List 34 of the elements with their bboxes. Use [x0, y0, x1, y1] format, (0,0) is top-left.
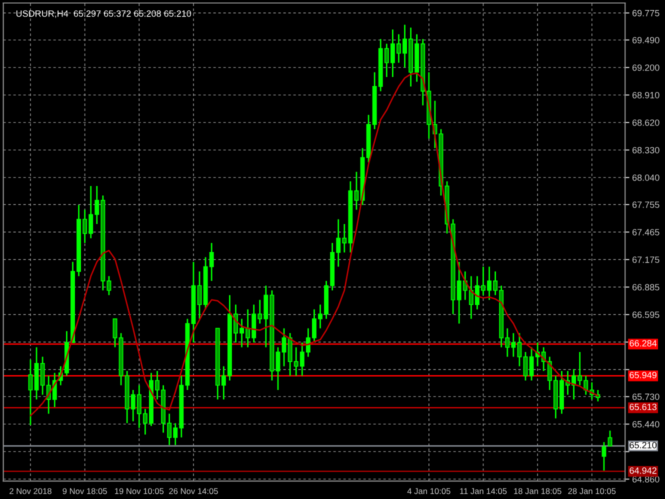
ref-line-label: 64.942 — [630, 467, 656, 474]
x-tick-label: 26 Nov 14:05 — [169, 488, 218, 494]
candlestick — [28, 358, 33, 426]
x-tick-label: 9 Nov 18:05 — [62, 488, 107, 494]
x-tick-label: 4 Jan 10:05 — [407, 488, 450, 494]
ref-line-label: 65.613 — [630, 404, 656, 410]
y-tick-label: 66.885 — [632, 284, 660, 290]
y-tick-label: 68.040 — [632, 174, 660, 181]
y-tick-label: 69.200 — [632, 64, 660, 71]
y-tick-label: 68.910 — [632, 92, 660, 98]
x-tick-label: 18 Jan 18:05 — [514, 488, 562, 494]
candlestick — [608, 430, 612, 447]
y-tick-label: 66.595 — [632, 312, 660, 318]
y-tick-label: 67.175 — [632, 256, 660, 263]
text: USDRUR,H4 65.297 65.372 65.208 65.210 — [16, 10, 192, 18]
y-tick-label: 65.730 — [632, 394, 660, 400]
y-tick-label: 67.465 — [632, 229, 660, 236]
y-tick-label: 68.620 — [632, 119, 660, 126]
x-tick-label: 2 Nov 2018 — [10, 488, 52, 494]
y-tick-label: 64.860 — [632, 476, 660, 482]
x-tick-label: 11 Jan 14:05 — [460, 488, 507, 494]
x-tick-label: 19 Nov 10:05 — [115, 488, 164, 494]
candlestick — [197, 270, 202, 320]
x-tick-label: 28 Jan 10:05 — [568, 488, 616, 494]
candlestick — [276, 346, 280, 391]
y-tick-label: 67.755 — [632, 202, 660, 208]
y-tick-label: 68.330 — [632, 146, 660, 154]
ref-line-label: 65.210 — [630, 442, 657, 448]
y-tick-label: 69.775 — [632, 10, 660, 16]
y-tick-label: 69.490 — [632, 36, 660, 44]
y-tick-label: 65.440 — [632, 421, 660, 428]
ref-line-label: 66.284 — [630, 340, 657, 346]
candlestick — [602, 441, 606, 472]
ref-line-label: 65.949 — [630, 372, 656, 378]
